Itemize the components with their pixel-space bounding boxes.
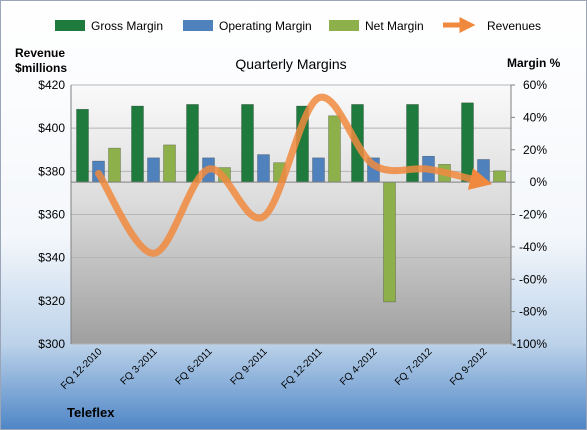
left-axis-title-line2: $millions [15,61,67,75]
left-axis-tick-label: $320 [38,294,65,308]
x-axis-category-label: FQ 7-2012 [393,346,435,388]
x-axis-category-label: FQ 9-2011 [229,346,270,387]
bar-operating-margin [312,157,325,183]
x-axis-category-label: FQ 6-2011 [174,346,215,387]
x-axis-category-label: FQ 4-2012 [338,346,380,388]
right-axis-tick-label: 0% [530,175,548,189]
right-axis-tick-label: 60% [523,78,547,92]
company-label: Teleflex [67,405,115,420]
bar-net-margin [328,115,341,183]
revenues-line [95,93,493,257]
bar-gross-margin [76,108,89,183]
bar-operating-margin [147,157,160,183]
left-axis-tick-label: $360 [38,208,65,222]
left-axis-title-line1: Revenue [15,46,65,60]
right-axis-tick-label: -80% [519,305,547,319]
left-axis-tick-label: $420 [38,78,65,92]
legend: Gross Margin Operating Margin Net Margin… [55,16,541,34]
left-axis-tick-label: $400 [38,121,65,135]
bar-gross-margin [131,105,144,183]
bar-gross-margin [186,104,199,183]
right-axis-tick-label: -40% [519,240,547,254]
left-axis-tick-label: $300 [38,337,65,351]
legend-label-operating-margin: Operating Margin [219,19,312,33]
x-axis-category-label: FQ 12-2011 [280,346,325,391]
right-axis-tick-label: -20% [519,208,547,222]
legend-swatch-gross-margin [55,20,85,31]
bar-operating-margin [257,154,270,183]
x-axis-category-label: FQ 9-2012 [448,346,490,388]
right-axis-tick-label: -60% [519,272,547,286]
bar-gross-margin [461,102,474,183]
bar-gross-margin [241,104,254,183]
legend-label-revenues: Revenues [487,19,541,33]
legend-swatch-operating-margin [183,20,213,31]
bar-net-margin [493,170,506,183]
right-axis-tick-label: -100% [512,337,547,351]
bar-net-margin [383,181,396,303]
bar-net-margin [108,147,121,183]
legend-swatch-net-margin [329,20,359,31]
right-axis-title: Margin % [507,56,561,70]
left-axis-tick-label: $340 [38,251,65,265]
bar-net-margin [163,144,176,183]
right-axis-tick-label: 20% [523,143,547,157]
left-axis-tick-label: $380 [38,164,65,178]
legend-label-gross-margin: Gross Margin [91,19,163,33]
legend-label-net-margin: Net Margin [365,19,424,33]
x-axis-category-label: FQ 12-2010 [59,346,105,392]
x-axis-category-label: FQ 3-2011 [119,346,160,387]
chart-title: Quarterly Margins [235,56,346,72]
right-axis-tick-label: 40% [523,110,547,124]
